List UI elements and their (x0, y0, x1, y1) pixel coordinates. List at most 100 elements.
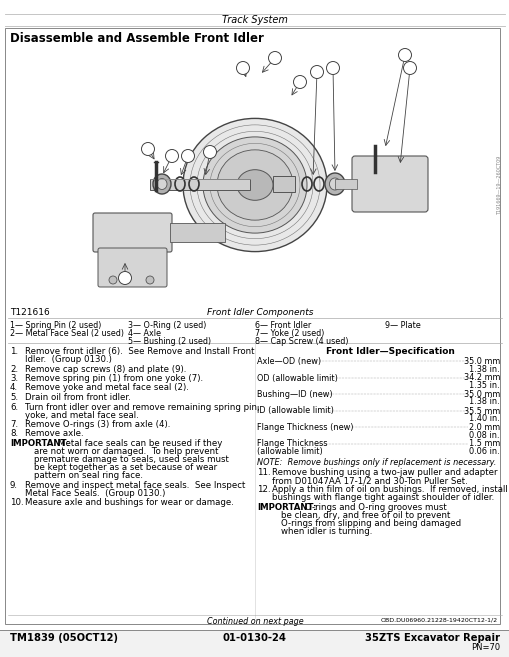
Text: 1: 1 (146, 146, 150, 152)
Text: when idler is turning.: when idler is turning. (280, 527, 372, 536)
Circle shape (403, 62, 416, 74)
Ellipse shape (324, 173, 344, 195)
Text: be clean, dry, and free of oil to prevent: be clean, dry, and free of oil to preven… (280, 511, 449, 520)
Text: 35.0 mm: 35.0 mm (463, 357, 499, 366)
Circle shape (165, 150, 178, 162)
Text: Front Idler Components: Front Idler Components (206, 308, 313, 317)
Text: PN=70: PN=70 (470, 643, 499, 652)
Text: 7: 7 (407, 65, 411, 71)
Text: 9: 9 (123, 275, 127, 281)
Ellipse shape (157, 179, 166, 189)
Text: from D01047AA 17-1/2 and 30-Ton Puller Set.: from D01047AA 17-1/2 and 30-Ton Puller S… (271, 476, 467, 485)
Circle shape (268, 51, 281, 64)
Text: 5: 5 (297, 79, 301, 85)
Text: 7— Yoke (2 used): 7— Yoke (2 used) (254, 329, 324, 338)
Text: Track System: Track System (221, 15, 288, 25)
Text: OBD.DU06960.21228-19420CT12-1/2: OBD.DU06960.21228-19420CT12-1/2 (380, 617, 497, 622)
Text: Remove spring pin (1) from one yoke (7).: Remove spring pin (1) from one yoke (7). (25, 374, 203, 383)
Text: 35.0 mm: 35.0 mm (463, 390, 499, 399)
Ellipse shape (153, 174, 171, 194)
Text: are not worn or damaged.  To help prevent: are not worn or damaged. To help prevent (34, 447, 218, 456)
Text: Idler.  (Group 0130.): Idler. (Group 0130.) (25, 355, 111, 364)
Text: 7.: 7. (10, 420, 18, 429)
Text: NOTE:  Remove bushings only if replacement is necessary.: NOTE: Remove bushings only if replacemen… (257, 458, 495, 467)
Text: Metal Face Seals.  (Group 0130.): Metal Face Seals. (Group 0130.) (25, 489, 165, 497)
Text: pattern on seal ring face.: pattern on seal ring face. (34, 471, 143, 480)
Text: 2.0 mm: 2.0 mm (468, 423, 499, 432)
Bar (334, 179, 356, 189)
Text: Drain oil from front idler.: Drain oil from front idler. (25, 393, 130, 402)
Ellipse shape (203, 137, 306, 233)
FancyBboxPatch shape (351, 156, 427, 212)
Text: Remove bushing using a two-jaw puller and adapter: Remove bushing using a two-jaw puller an… (271, 468, 496, 477)
Text: 1.38 in.: 1.38 in. (468, 365, 499, 373)
Text: 35ZTS Excavator Repair: 35ZTS Excavator Repair (364, 633, 499, 643)
Text: 2.: 2. (10, 365, 18, 373)
Text: bushings with flange tight against shoulder of idler.: bushings with flange tight against shoul… (271, 493, 493, 503)
Text: 1— Spring Pin (2 used): 1— Spring Pin (2 used) (10, 321, 101, 330)
Text: Continued on next page: Continued on next page (206, 617, 303, 626)
Text: 8— Cap Screw (4 used): 8— Cap Screw (4 used) (254, 337, 348, 346)
Text: 9— Plate: 9— Plate (384, 321, 420, 330)
Text: Flange Thickness (new): Flange Thickness (new) (257, 423, 353, 432)
Bar (169, 223, 224, 242)
Text: Remove axle.: Remove axle. (25, 430, 83, 438)
Circle shape (203, 145, 216, 158)
Text: 6: 6 (272, 55, 276, 61)
Circle shape (310, 66, 323, 78)
Text: 10.: 10. (10, 498, 23, 507)
Text: 4— Axle: 4— Axle (128, 329, 161, 338)
Circle shape (293, 76, 306, 89)
Text: 9.: 9. (10, 480, 18, 489)
Ellipse shape (237, 170, 272, 200)
Text: ID (allowable limit): ID (allowable limit) (257, 407, 333, 415)
Bar (150, 179, 249, 190)
Circle shape (118, 271, 131, 284)
Text: 8.: 8. (10, 430, 18, 438)
Text: OD (allowable limit): OD (allowable limit) (257, 373, 337, 382)
Circle shape (398, 49, 411, 62)
Bar (0, 630, 509, 657)
Circle shape (109, 276, 117, 284)
Text: Remove and inspect metal face seals.  See Inspect: Remove and inspect metal face seals. See… (25, 480, 245, 489)
Text: 3: 3 (186, 153, 190, 159)
Text: Measure axle and bushings for wear or damage.: Measure axle and bushings for wear or da… (25, 498, 234, 507)
Text: yoke, and metal face seal.: yoke, and metal face seal. (25, 411, 138, 420)
Circle shape (181, 150, 194, 162)
Text: Remove yoke and metal face seal (2).: Remove yoke and metal face seal (2). (25, 384, 188, 392)
Text: O-rings from slipping and being damaged: O-rings from slipping and being damaged (280, 519, 460, 528)
Text: 1.38 in.: 1.38 in. (468, 397, 499, 407)
Ellipse shape (183, 118, 326, 252)
Text: 11.: 11. (257, 468, 270, 477)
Text: 2: 2 (169, 153, 174, 159)
Text: 1.5 mm: 1.5 mm (468, 440, 499, 449)
Text: premature damage to seals, used seals must: premature damage to seals, used seals mu… (34, 455, 229, 464)
FancyBboxPatch shape (98, 248, 166, 287)
Circle shape (141, 143, 154, 156)
Text: 1.: 1. (10, 347, 18, 356)
Ellipse shape (329, 178, 340, 190)
Text: Disassemble and Assemble Front Idler: Disassemble and Assemble Front Idler (10, 32, 263, 45)
Text: Apply a thin film of oil on bushings.  If removed, install: Apply a thin film of oil on bushings. If… (271, 486, 507, 495)
Text: TM1839 (05OCT12): TM1839 (05OCT12) (10, 633, 118, 643)
Text: 1.40 in.: 1.40 in. (468, 414, 499, 423)
Text: T121616: T121616 (10, 308, 50, 317)
Text: Axle—OD (new): Axle—OD (new) (257, 357, 321, 366)
Text: 34.2 mm: 34.2 mm (463, 373, 499, 382)
Text: 12.: 12. (257, 486, 270, 495)
Text: 3.: 3. (10, 374, 18, 383)
Text: 8: 8 (402, 52, 406, 58)
Text: (allowable limit): (allowable limit) (257, 447, 322, 456)
FancyBboxPatch shape (93, 213, 172, 252)
Text: IMPORTANT:: IMPORTANT: (257, 503, 316, 512)
Text: T191669—19—260CT09: T191669—19—260CT09 (496, 155, 501, 215)
Text: 3— O-Ring (2 used): 3— O-Ring (2 used) (128, 321, 206, 330)
Text: be kept together as a set because of wear: be kept together as a set because of wea… (34, 463, 217, 472)
Text: Turn front idler over and remove remaining spring pin,: Turn front idler over and remove remaini… (25, 403, 259, 411)
Text: 0.08 in.: 0.08 in. (469, 430, 499, 440)
Text: 5— Bushing (2 used): 5— Bushing (2 used) (128, 337, 211, 346)
Text: Metal face seals can be reused if they: Metal face seals can be reused if they (58, 439, 222, 448)
Text: 6— Front Idler: 6— Front Idler (254, 321, 310, 330)
Text: O-rings and O-ring grooves must: O-rings and O-ring grooves must (304, 503, 446, 512)
Circle shape (326, 62, 339, 74)
